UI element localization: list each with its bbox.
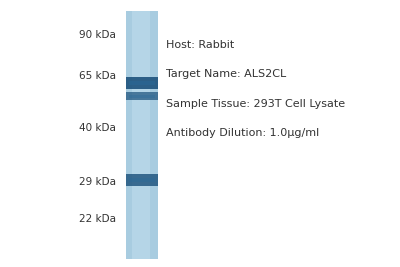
Text: Target Name: ALS2CL: Target Name: ALS2CL xyxy=(166,69,286,79)
Text: 22 kDa: 22 kDa xyxy=(79,214,116,224)
Bar xyxy=(126,11,158,259)
Text: 90 kDa: 90 kDa xyxy=(79,30,116,40)
Text: Antibody Dilution: 1.0µg/ml: Antibody Dilution: 1.0µg/ml xyxy=(166,128,319,138)
Bar xyxy=(126,174,158,186)
Text: Sample Tissue: 293T Cell Lysate: Sample Tissue: 293T Cell Lysate xyxy=(166,99,345,109)
Bar xyxy=(126,77,158,89)
Bar xyxy=(132,11,150,259)
Text: Host: Rabbit: Host: Rabbit xyxy=(166,40,234,50)
Bar xyxy=(129,95,155,97)
Text: 40 kDa: 40 kDa xyxy=(79,123,116,133)
Bar xyxy=(129,178,155,182)
Text: 29 kDa: 29 kDa xyxy=(79,176,116,187)
Text: 65 kDa: 65 kDa xyxy=(79,71,116,81)
Bar xyxy=(129,81,155,85)
Bar xyxy=(126,92,158,100)
